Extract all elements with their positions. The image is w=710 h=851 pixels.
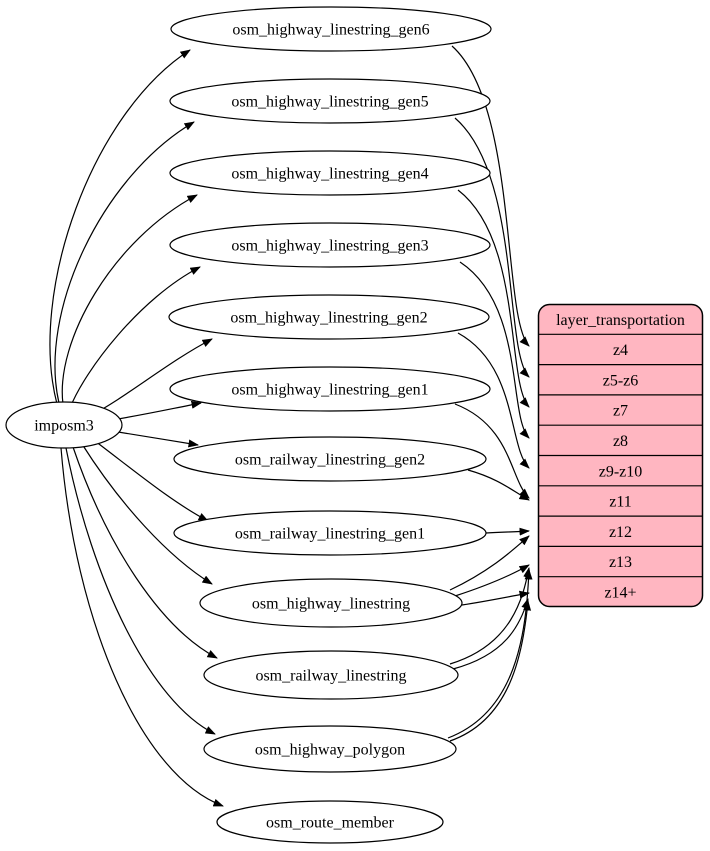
node-shape xyxy=(173,436,487,482)
layer-row-z13: z13 xyxy=(609,554,632,571)
node-imposm3: imposm3 xyxy=(5,401,123,449)
node-osm_route_member: osm_route_member xyxy=(216,800,444,844)
node-label: osm_highway_linestring_gen2 xyxy=(230,310,427,327)
edge-osm_highway_polygon-to-z14 xyxy=(449,600,532,742)
edge-imposm3-to-osm_highway_linestring xyxy=(81,443,213,585)
edge-imposm3-to-osm_highway_polygon xyxy=(65,447,216,735)
layer-row-z8: z8 xyxy=(613,433,628,450)
edge-imposm3-to-osm_route_member xyxy=(60,447,224,807)
edge-osm_highway_polygon-to-z13 xyxy=(447,569,533,739)
node-osm_highway_polygon: osm_highway_polygon xyxy=(203,725,457,773)
node-shape xyxy=(216,800,444,844)
node-label: osm_railway_linestring xyxy=(255,668,406,685)
layer-row-z5-z6: z5-z6 xyxy=(603,372,639,389)
edge-osm_railway_linestring_gen1-to-z12 xyxy=(485,527,530,536)
layer-row-z14: z14+ xyxy=(604,585,636,602)
edge-osm_railway_linestring_gen2-to-z11 xyxy=(467,469,530,501)
node-label: osm_railway_linestring_gen1 xyxy=(235,526,425,543)
node-shape xyxy=(203,650,459,700)
layer-row-z12: z12 xyxy=(609,524,632,541)
edge-imposm3-to-osm_highway_linestring_gen4 xyxy=(61,194,198,405)
edge-osm_railway_linestring-to-z13 xyxy=(449,567,532,665)
edge-imposm3-to-osm_railway_linestring_gen1 xyxy=(94,440,209,522)
node-osm_highway_linestring_gen1: osm_highway_linestring_gen1 xyxy=(169,366,491,412)
edge-imposm3-to-osm_highway_linestring_gen3 xyxy=(69,266,201,409)
edge-layer xyxy=(49,45,533,807)
layer-row-z9-z10: z9-z10 xyxy=(599,463,643,480)
layer-row-z4: z4 xyxy=(613,342,628,359)
edge-imposm3-to-osm_railway_linestring_gen2 xyxy=(111,430,199,448)
edge-osm_highway_linestring_gen5-to-z5-z6 xyxy=(454,117,530,378)
node-shape xyxy=(173,510,487,556)
node-shape xyxy=(170,6,492,52)
edge-imposm3-to-osm_highway_linestring_gen6 xyxy=(49,49,191,405)
node-shape xyxy=(168,294,490,340)
edge-imposm3-to-osm_highway_linestring_gen5 xyxy=(54,121,195,404)
edge-osm_highway_linestring-to-z14 xyxy=(461,590,530,606)
node-label: osm_highway_linestring_gen6 xyxy=(232,22,429,39)
node-label: osm_railway_linestring_gen2 xyxy=(235,452,425,469)
edge-osm_highway_linestring-to-z12 xyxy=(449,535,530,591)
node-shape xyxy=(169,366,491,412)
node-osm_highway_linestring_gen6: osm_highway_linestring_gen6 xyxy=(170,6,492,52)
layer-table-title: layer_transportation xyxy=(556,312,685,329)
node-osm_highway_linestring_gen5: osm_highway_linestring_gen5 xyxy=(169,78,491,124)
edge-osm_highway_linestring_gen4-to-z7 xyxy=(457,189,530,408)
node-osm_highway_linestring_gen2: osm_highway_linestring_gen2 xyxy=(168,294,490,340)
node-label: osm_highway_polygon xyxy=(255,742,405,759)
edge-osm_highway_linestring_gen3-to-z8 xyxy=(459,261,530,439)
node-shape xyxy=(169,222,491,268)
node-shape xyxy=(169,150,491,196)
node-imposm3-shape xyxy=(5,401,123,449)
edge-osm_highway_linestring_gen6-to-z4 xyxy=(451,45,530,347)
node-label: osm_highway_linestring_gen4 xyxy=(231,166,428,183)
node-label: osm_highway_linestring_gen1 xyxy=(231,382,428,399)
node-osm_railway_linestring_gen1: osm_railway_linestring_gen1 xyxy=(173,510,487,556)
node-shape xyxy=(203,725,457,773)
edge-osm_highway_linestring-to-z13 xyxy=(454,564,530,597)
node-shape xyxy=(169,78,491,124)
node-osm_railway_linestring_gen2: osm_railway_linestring_gen2 xyxy=(173,436,487,482)
node-osm_highway_linestring: osm_highway_linestring xyxy=(199,578,463,628)
node-label: osm_highway_linestring_gen3 xyxy=(231,238,428,255)
node-label: osm_highway_linestring_gen5 xyxy=(231,94,428,111)
edge-osm_highway_linestring_gen2-to-z9-z10 xyxy=(457,332,530,469)
layer-row-z11: z11 xyxy=(609,494,632,511)
node-osm_railway_linestring: osm_railway_linestring xyxy=(203,650,459,700)
layer-row-z7: z7 xyxy=(613,403,628,420)
node-osm_highway_linestring_gen4: osm_highway_linestring_gen4 xyxy=(169,150,491,196)
edge-osm_highway_linestring_gen1-to-z11 xyxy=(454,403,530,499)
table-layer_transportation: layer_transportation z4 z5-z6 z7 z8 z9-z… xyxy=(537,303,704,608)
node-shape xyxy=(199,578,463,628)
node-label: osm_highway_linestring xyxy=(252,596,410,613)
edge-imposm3-to-osm_highway_linestring_gen1 xyxy=(111,400,202,421)
node-imposm3-label: imposm3 xyxy=(34,418,94,435)
node-osm_highway_linestring_gen3: osm_highway_linestring_gen3 xyxy=(169,222,491,268)
edge-imposm3-to-osm_railway_linestring xyxy=(72,446,218,659)
node-label: osm_route_member xyxy=(266,815,395,832)
